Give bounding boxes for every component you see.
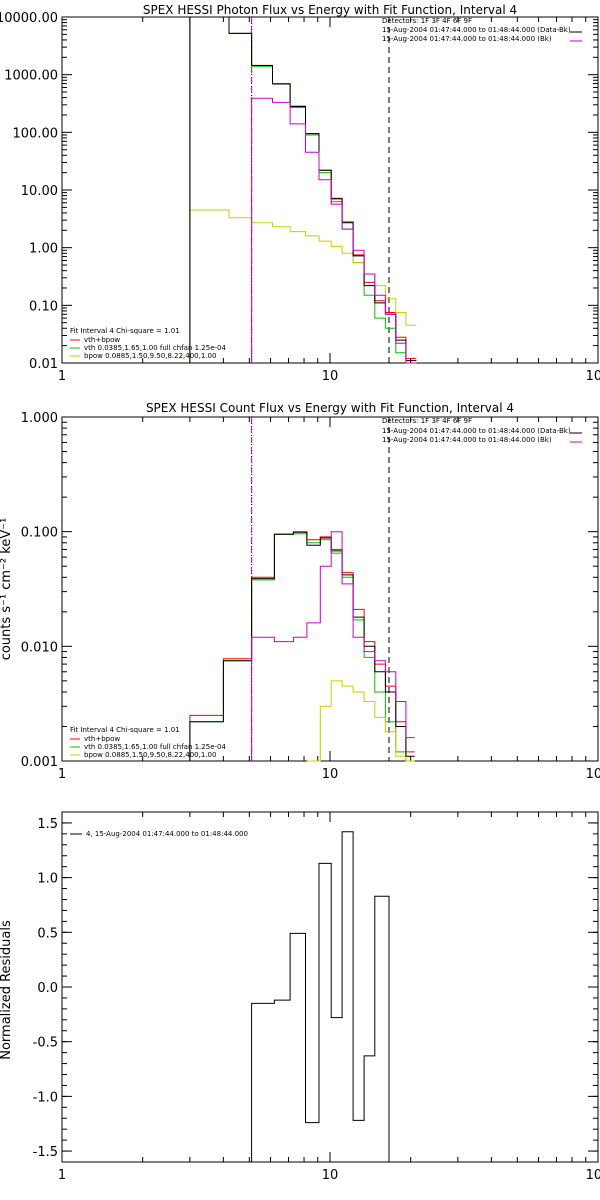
y-tick-label: 1.5	[37, 817, 58, 832]
fit-header-label: Fit Interval 4 Chi-square = 1.01	[70, 726, 180, 734]
bk-interval-label: 15-Aug-2004 01:47:44.000 to 01:48:44.000…	[382, 35, 552, 43]
x-tick-label: 10	[322, 369, 339, 384]
y-tick-label: 1.00	[29, 242, 58, 257]
y-tick-label: 0.010	[21, 640, 58, 655]
y-tick-label: 10.00	[21, 184, 58, 199]
legend-entry-vth: vth 0.0385,1.65,1.00 full chfan 1.25e-04	[84, 743, 226, 751]
x-tick-label: 1	[58, 767, 66, 782]
legend-entry-bpow: bpow 0.0885,1.50,9.50,8.22,400,1.00	[84, 352, 216, 360]
chart-marks	[189, 16, 417, 364]
legend-entry-total: vth+bpow	[84, 735, 120, 743]
y-tick-label: 0.01	[29, 357, 58, 372]
bk-interval-label: 15-Aug-2004 01:47:44.000 to 01:48:44.000…	[382, 436, 552, 444]
y-tick-label: 10000.00	[0, 11, 58, 26]
x-tick-label: 100	[586, 369, 600, 384]
series-line	[189, 209, 417, 363]
series-line	[189, 16, 417, 363]
chart-marks	[189, 417, 415, 762]
y-tick-label: -1.0	[33, 1090, 58, 1105]
data-interval-label: 15-Aug-2004 01:47:44.000 to 01:48:44.000…	[382, 427, 571, 435]
plot-frame	[61, 811, 599, 1163]
y-tick-label: 0.100	[21, 526, 58, 541]
data-interval-label: 15-Aug-2004 01:47:44.000 to 01:48:44.000…	[382, 26, 571, 34]
y-tick-label: 1.000	[21, 411, 58, 426]
count-flux-panel: SPEX HESSI Count Flux vs Energy with Fit…	[0, 401, 600, 782]
y-tick-label: 100.00	[13, 126, 59, 141]
x-tick-label: 100	[586, 1168, 600, 1183]
axis-ticks: 1 10 100 0.01 0.10 1.00 10.00 100.00 1000.00 1000…	[0, 11, 600, 384]
panel-title: SPEX HESSI Count Flux vs Energy with Fit…	[146, 401, 514, 415]
series-line	[189, 533, 415, 762]
series-line	[189, 531, 415, 761]
series-line	[189, 16, 417, 364]
photon-flux-panel: SPEX HESSI Photon Flux vs Energy with Fi…	[0, 3, 600, 384]
detectors-label: Detectors: 1F 3F 4F 6F 9F	[382, 17, 472, 25]
axis-ticks: 1 10 100 0.001 0.010 0.100 1.000	[21, 411, 600, 782]
legend-entry-vth: vth 0.0385,1.65,1.00 full chfan 1.25e-04	[84, 344, 226, 352]
series-line	[251, 97, 417, 364]
residuals-panel: 1 10 100 -1.5 -1.0 -0.5 0.0 0.5 1.0 1.5 Normalize…	[0, 811, 600, 1183]
panel-title: SPEX HESSI Photon Flux vs Energy with Fi…	[143, 3, 517, 17]
series-line	[189, 531, 415, 761]
fit-header-label: Fit Interval 4 Chi-square = 1.01	[70, 327, 180, 335]
x-tick-label: 10	[322, 767, 339, 782]
series-line	[189, 16, 417, 363]
plot-frame	[61, 16, 599, 364]
y-axis-label: Normalized Residuals	[0, 920, 14, 1060]
y-axis-label: counts s⁻¹ cm⁻² keV⁻¹	[0, 518, 14, 661]
y-tick-label: 0.10	[29, 299, 58, 314]
series-line	[251, 831, 390, 1162]
chart-marks	[251, 831, 390, 1162]
legend-entry-total: vth+bpow	[84, 336, 120, 344]
series-line	[306, 680, 415, 762]
x-tick-label: 1	[58, 1168, 66, 1183]
detectors-label: Detectors: 1F 3F 4F 6F 9F	[382, 417, 472, 425]
y-tick-label: 0.5	[37, 926, 58, 941]
x-tick-label: 1	[58, 369, 66, 384]
y-tick-label: -0.5	[33, 1036, 58, 1051]
x-tick-label: 100	[586, 767, 600, 782]
y-tick-label: 1000.00	[4, 69, 58, 84]
plot-frame	[61, 416, 599, 762]
y-tick-label: -1.5	[33, 1145, 58, 1160]
x-tick-label: 10	[322, 1168, 339, 1183]
legend-entry-residual: 4, 15-Aug-2004 01:47:44.000 to 01:48:44.…	[86, 830, 248, 838]
legend-entry-bpow: bpow 0.0885,1.50,9.50,8.22,400,1.00	[84, 751, 216, 759]
y-tick-label: 0.001	[21, 755, 58, 770]
y-tick-label: 1.0	[37, 872, 58, 887]
series-line	[251, 531, 415, 761]
axis-ticks: 1 10 100 -1.5 -1.0 -0.5 0.0 0.5 1.0 1.5	[33, 811, 600, 1183]
y-tick-label: 0.0	[37, 981, 58, 996]
